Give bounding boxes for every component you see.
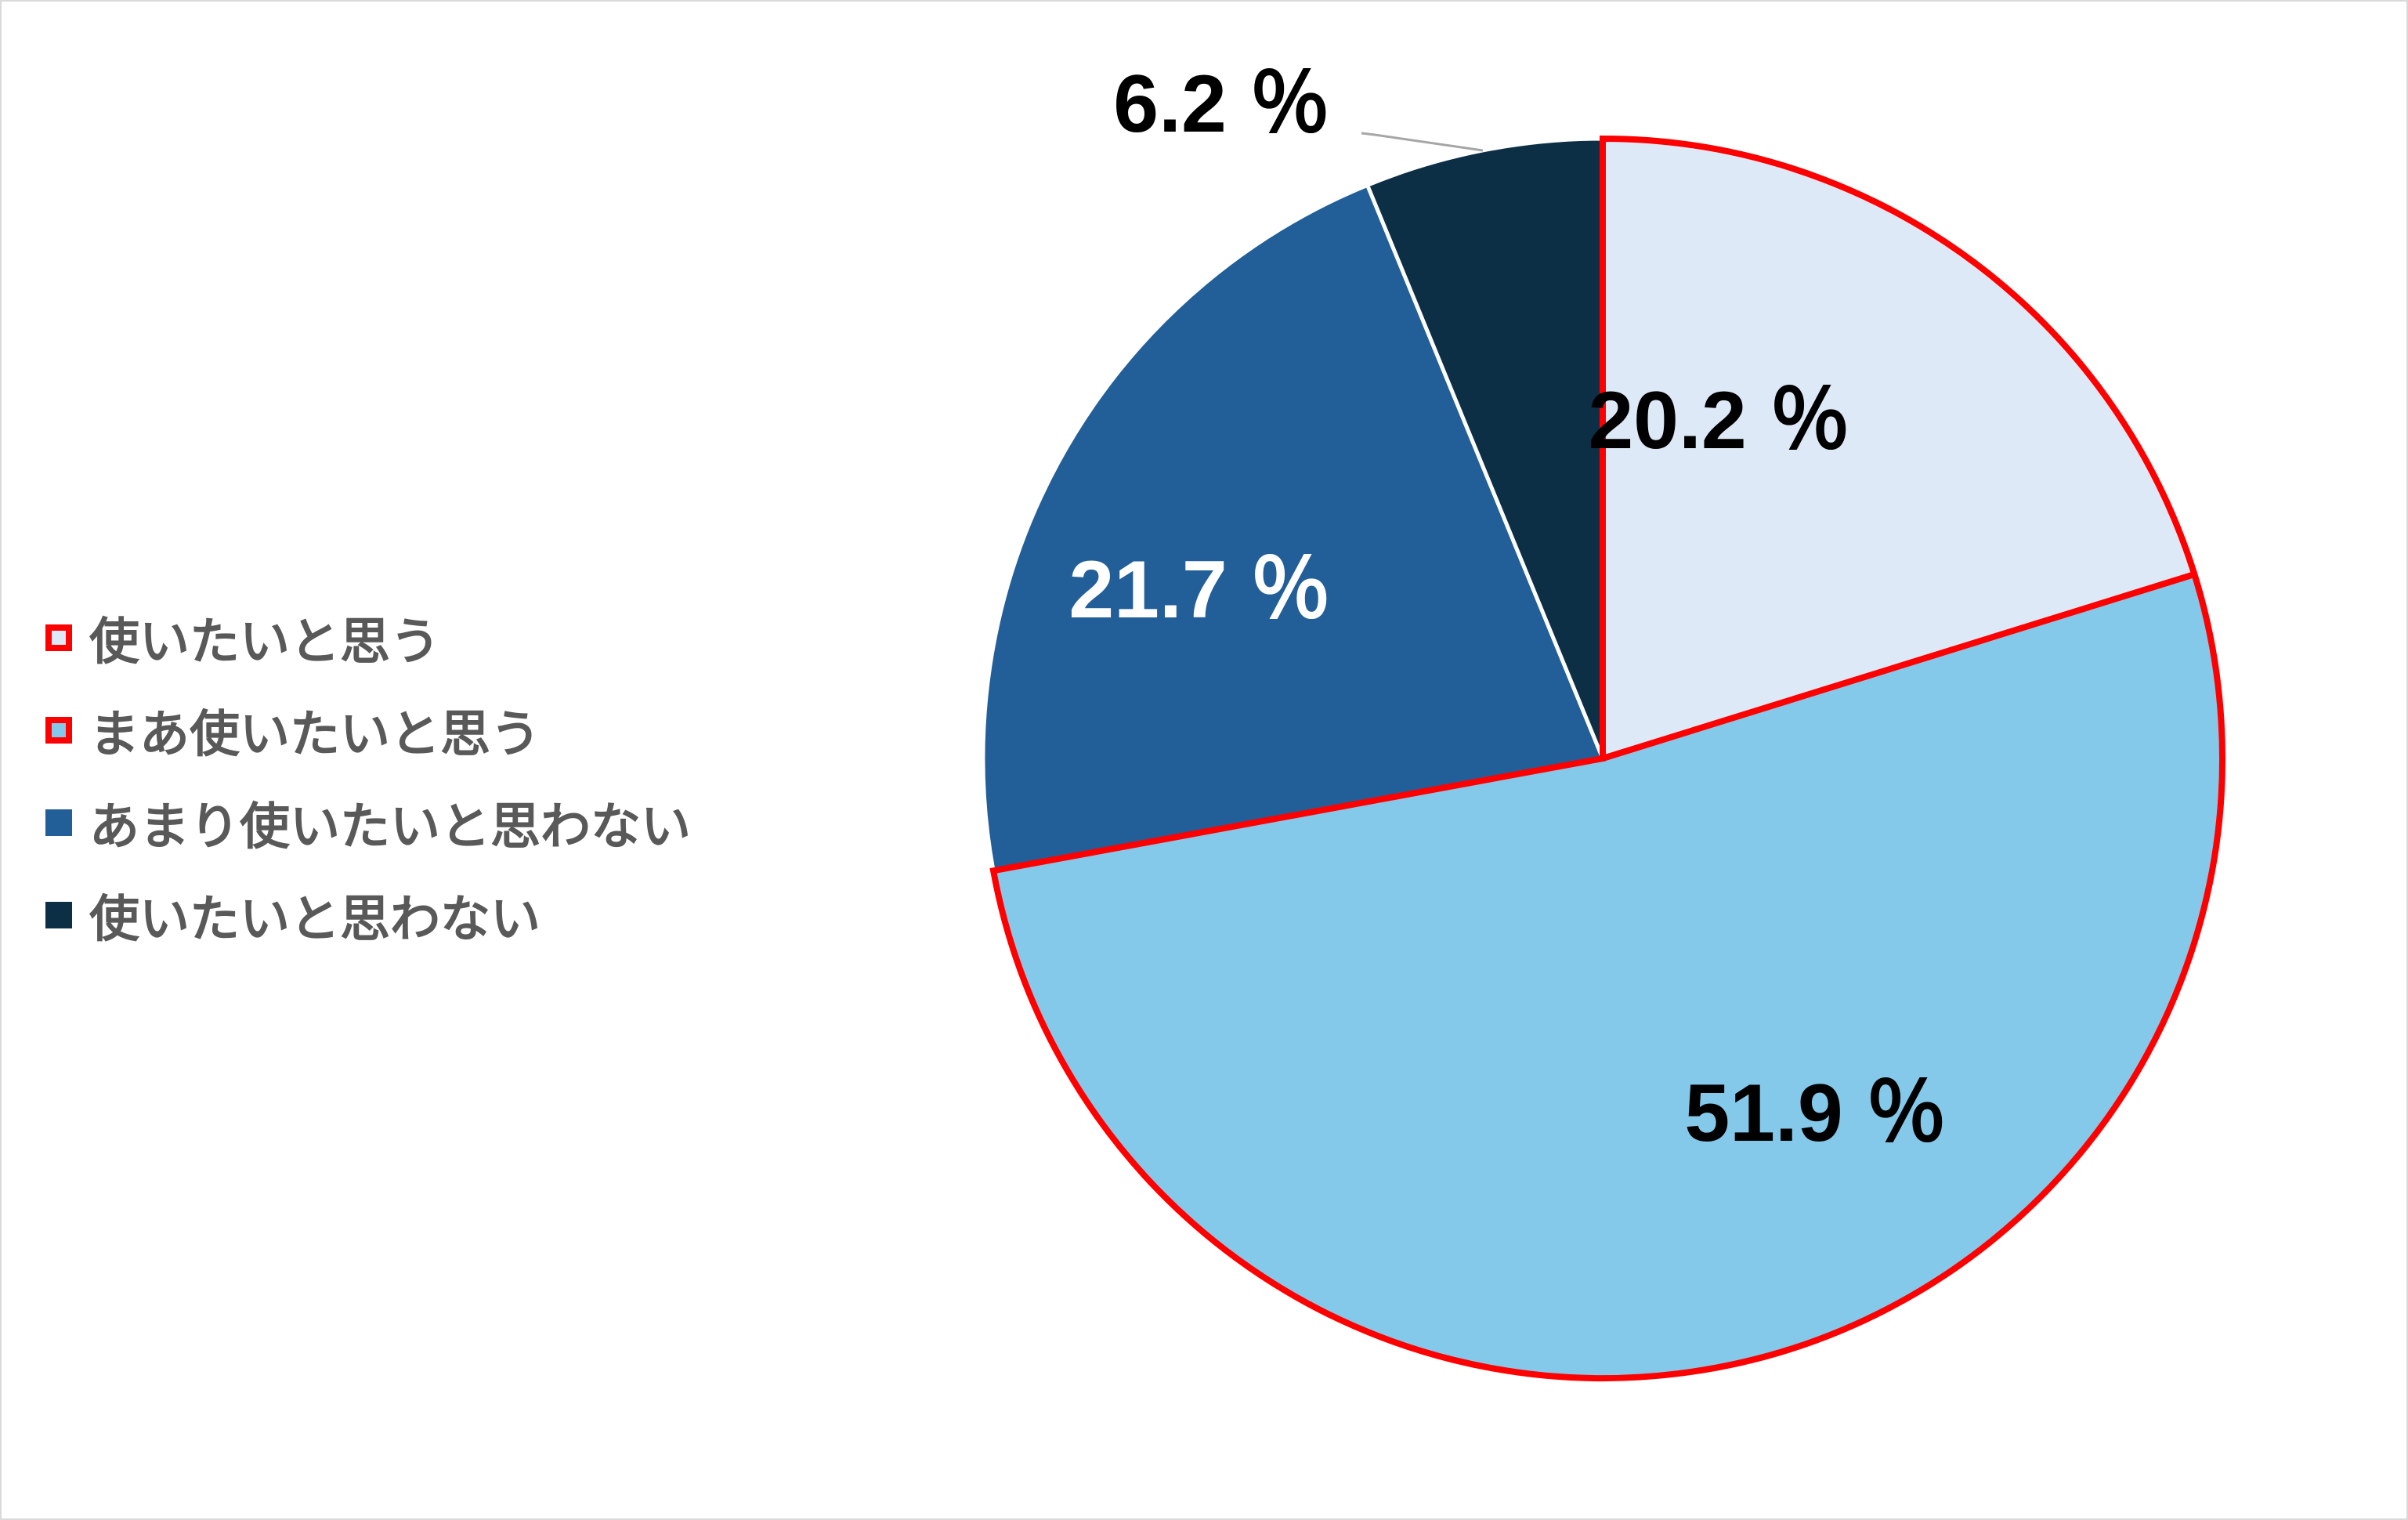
data-label-2: 21.7 ％ xyxy=(1068,545,1331,635)
legend-label: まあ使いたいと思う xyxy=(89,706,541,764)
legend-swatch xyxy=(45,717,72,744)
legend-item-3: 使いたいと思わない xyxy=(45,869,691,961)
legend-item-0: 使いたいと思う xyxy=(45,592,691,684)
data-labels: 20.2 ％ 51.9 ％ 21.7 ％ 6.2 ％ xyxy=(1068,59,1947,1159)
legend: 使いたいと思う まあ使いたいと思う あまり使いたいと思わない 使いたいと思わない xyxy=(45,592,691,961)
legend-label: あまり使いたいと思わない xyxy=(89,798,691,856)
legend-swatch xyxy=(45,624,72,651)
highlight-border xyxy=(989,135,2225,1381)
highlight-outline xyxy=(989,135,2225,1381)
pie-slices xyxy=(981,136,2225,1381)
legend-swatch xyxy=(45,902,72,928)
legend-label: 使いたいと思う xyxy=(89,613,440,671)
pie-slice-2 xyxy=(981,183,1605,873)
legend-swatch xyxy=(45,809,72,836)
legend-item-2: あまり使いたいと思わない xyxy=(45,776,691,869)
leader-line xyxy=(1361,132,1484,152)
data-label-1: 51.9 ％ xyxy=(1684,1068,1947,1159)
data-label-3: 6.2 ％ xyxy=(1113,59,1330,150)
data-label-0: 20.2 ％ xyxy=(1588,375,1850,466)
legend-item-1: まあ使いたいと思う xyxy=(45,684,691,776)
legend-label: 使いたいと思わない xyxy=(89,891,541,949)
highlight-divider xyxy=(1601,571,2196,762)
